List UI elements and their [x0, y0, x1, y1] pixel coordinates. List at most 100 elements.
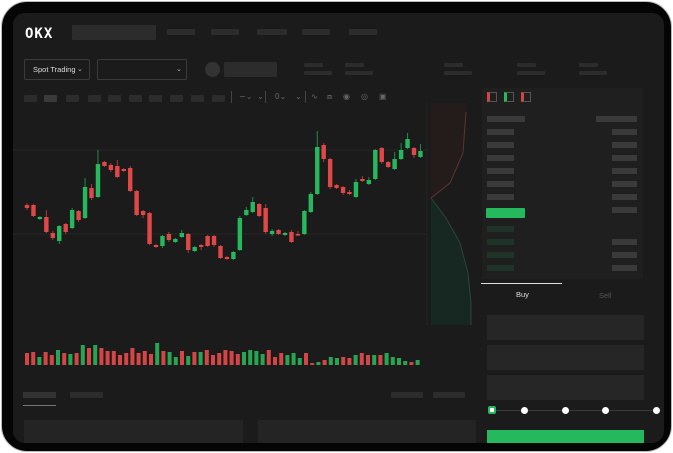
volume-bar: [173, 357, 178, 365]
interval-button[interactable]: [149, 95, 162, 102]
volume-bar: [167, 352, 172, 365]
orderbook-both-icon[interactable]: [487, 92, 497, 102]
volume-bar: [335, 358, 339, 365]
interval-icon[interactable]: 0⌄: [275, 92, 287, 101]
bid-price: [487, 265, 514, 271]
depth-asks-area: [431, 103, 466, 198]
volume-bar: [248, 350, 253, 365]
last-price-badge: [486, 208, 525, 218]
interval-button[interactable]: [66, 95, 79, 102]
nav-item[interactable]: [349, 29, 377, 35]
chevron-down-icon[interactable]: ⌄: [295, 92, 302, 101]
volume-bar: [310, 363, 315, 365]
positions-panel: [258, 420, 476, 443]
settings-icon[interactable]: ◎: [361, 92, 368, 101]
total-input[interactable]: [487, 375, 644, 400]
depth-bids-line: [430, 197, 472, 325]
stat-value: [444, 71, 472, 75]
interval-button[interactable]: [44, 95, 57, 102]
tab-order-history[interactable]: [70, 392, 103, 398]
orderbook-asks-icon[interactable]: [521, 92, 531, 102]
indicator-icon[interactable]: ∽⌄: [239, 92, 253, 101]
volume-bar: [353, 355, 358, 365]
stat-label: [579, 63, 598, 67]
ask-price: [487, 181, 514, 187]
slider-step-75[interactable]: [602, 407, 609, 414]
volume-bar: [260, 354, 265, 365]
volume-bar: [74, 353, 79, 365]
candle-body: [63, 224, 68, 232]
tab-open-orders[interactable]: [23, 392, 56, 398]
volume-bar: [254, 351, 259, 365]
slider-step-50[interactable]: [562, 407, 569, 414]
orderbook-bids-icon[interactable]: [504, 92, 514, 102]
interval-button[interactable]: [129, 95, 142, 102]
candle-body: [347, 192, 352, 194]
interval-button[interactable]: [191, 95, 204, 102]
toolbar-divider: [305, 91, 306, 103]
nav-item[interactable]: [211, 29, 239, 35]
candle-body: [95, 164, 101, 197]
search-bar[interactable]: [72, 25, 156, 40]
slider-step-25[interactable]: [521, 407, 528, 414]
interval-button[interactable]: [212, 95, 225, 102]
candle-body: [366, 180, 372, 184]
volume-bar: [341, 357, 346, 365]
bottom-action[interactable]: [433, 392, 465, 398]
candle-body: [360, 179, 365, 181]
amount-input[interactable]: [487, 345, 644, 370]
interval-button[interactable]: [170, 95, 183, 102]
fullscreen-icon[interactable]: ▣: [379, 92, 387, 101]
volume-bar: [80, 345, 85, 365]
candle-body: [334, 185, 339, 188]
toolbar-divider: [231, 91, 232, 103]
ask-amount: [612, 155, 637, 161]
candle-body: [418, 151, 423, 157]
candle-body: [231, 252, 236, 259]
price-input[interactable]: [487, 315, 644, 340]
candle-body: [379, 148, 384, 162]
volume-bar: [217, 353, 222, 365]
order-book: [482, 88, 643, 279]
ask-price: [487, 155, 514, 161]
volume-bar: [180, 351, 184, 365]
pair-dropdown[interactable]: ⌄: [97, 59, 187, 80]
interval-button[interactable]: [108, 95, 121, 102]
volume-bar: [359, 353, 364, 365]
ask-amount: [612, 142, 637, 148]
amount-slider-handle[interactable]: [488, 406, 496, 414]
volume-bar: [161, 351, 166, 365]
nav-item[interactable]: [257, 29, 287, 35]
bid-amount: [612, 265, 637, 271]
nav-item[interactable]: [167, 29, 195, 35]
tab-buy[interactable]: Buy: [516, 290, 529, 299]
volume-bar: [235, 354, 240, 365]
active-tab-underline: [23, 405, 56, 406]
buy-button[interactable]: [487, 430, 644, 443]
stat-label: [444, 63, 463, 67]
trading-screen: OKX Spot Trading ⌄ ⌄ ∽⌄ ⌄ 0⌄ ⌄ ∿ ⧈ ◉ ◎ ▣: [13, 13, 664, 443]
ask-price: [487, 129, 514, 135]
candle-body: [237, 218, 243, 250]
column-header: [487, 116, 525, 122]
camera-icon[interactable]: ◉: [343, 92, 350, 101]
bottom-action[interactable]: [391, 392, 423, 398]
tab-sell[interactable]: Sell: [599, 291, 612, 300]
stat-value: [304, 71, 332, 75]
candlestick-chart[interactable]: [13, 13, 664, 443]
nav-item[interactable]: [302, 29, 330, 35]
ruler-icon[interactable]: ⧈: [327, 92, 333, 101]
volume-bar: [347, 358, 352, 365]
spot-trading-dropdown[interactable]: Spot Trading ⌄: [24, 59, 90, 80]
chart-type-icon[interactable]: ⌄: [257, 92, 264, 101]
volume-bar: [242, 352, 246, 365]
interval-button[interactable]: [88, 95, 101, 102]
volume-bar: [415, 360, 420, 365]
interval-button[interactable]: [24, 95, 37, 102]
amount-slider-track[interactable]: [493, 410, 658, 411]
draw-line-icon[interactable]: ∿: [311, 92, 318, 101]
slider-step-100[interactable]: [653, 407, 660, 414]
candle-body: [89, 188, 94, 198]
candle-body: [295, 234, 301, 236]
volume-bar: [142, 351, 147, 365]
